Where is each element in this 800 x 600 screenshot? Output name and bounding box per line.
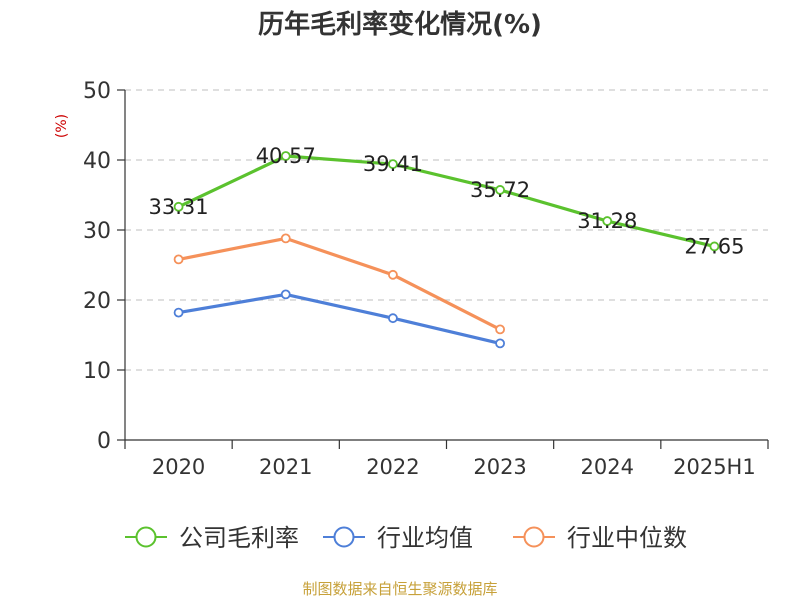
data-point (388, 159, 398, 170)
data-point (280, 233, 291, 244)
y-tick-label: 40 (83, 149, 111, 174)
data-point (280, 151, 291, 161)
y-tick-label: 50 (83, 79, 111, 104)
data-labels: 33.31 40.57 39.41 35.72 31.28 27.65 (149, 144, 745, 258)
data-point (173, 201, 184, 212)
series-lines (173, 151, 720, 349)
series-line (176, 292, 502, 345)
data-point (388, 269, 398, 280)
legend-swatch-marker (523, 526, 545, 548)
legend-item[interactable]: 行业均值 (323, 524, 473, 552)
source-note: 制图数据来自恒生聚源数据库 (302, 580, 497, 598)
chart-title: 历年毛利率变化情况(%) (258, 9, 542, 40)
y-tick-label: 10 (83, 359, 111, 384)
x-tick-label: 2021 (259, 455, 312, 479)
legend-label: 行业均值 (377, 524, 473, 552)
data-point (709, 241, 720, 252)
data-label: 27.65 (684, 234, 744, 258)
data-label: 35.72 (470, 178, 530, 202)
data-point (495, 185, 505, 195)
data-point (602, 216, 613, 226)
data-label: 39.41 (363, 152, 423, 176)
legend-swatch-marker (333, 526, 355, 548)
y-tick-label: 20 (83, 289, 111, 314)
y-tick-label: 30 (83, 219, 111, 244)
series-line (176, 154, 717, 249)
data-point (173, 254, 184, 265)
legend-label: 行业中位数 (567, 524, 687, 552)
x-tick-label: 2022 (366, 455, 419, 479)
x-tick-label: 2023 (473, 455, 526, 479)
legend-swatch-marker (135, 526, 157, 548)
x-tick-label: 2024 (581, 455, 634, 479)
data-label: 33.31 (149, 195, 209, 219)
legend-label: 公司毛利率 (179, 524, 299, 552)
data-label: 40.57 (256, 144, 316, 168)
data-point (173, 307, 184, 318)
grid-lines (125, 89, 768, 371)
y-tick-label: 0 (97, 429, 111, 454)
x-tick-label: 2020 (152, 455, 205, 479)
y-axis-label: (%) (54, 114, 70, 138)
data-point (280, 289, 291, 300)
series-line (176, 236, 502, 331)
legend: 公司毛利率 行业均值 行业中位数 (125, 524, 687, 552)
data-point (495, 338, 505, 349)
data-label: 31.28 (577, 209, 637, 233)
axes: 0 10 20 30 40 50 2020 2021 2022 2023 2024 2025H1 (83, 79, 769, 479)
legend-item[interactable]: 公司毛利率 (125, 524, 299, 552)
x-tick-label: 2025H1 (673, 455, 756, 479)
data-point (388, 313, 398, 324)
legend-item[interactable]: 行业中位数 (513, 524, 687, 552)
data-point (495, 324, 505, 335)
